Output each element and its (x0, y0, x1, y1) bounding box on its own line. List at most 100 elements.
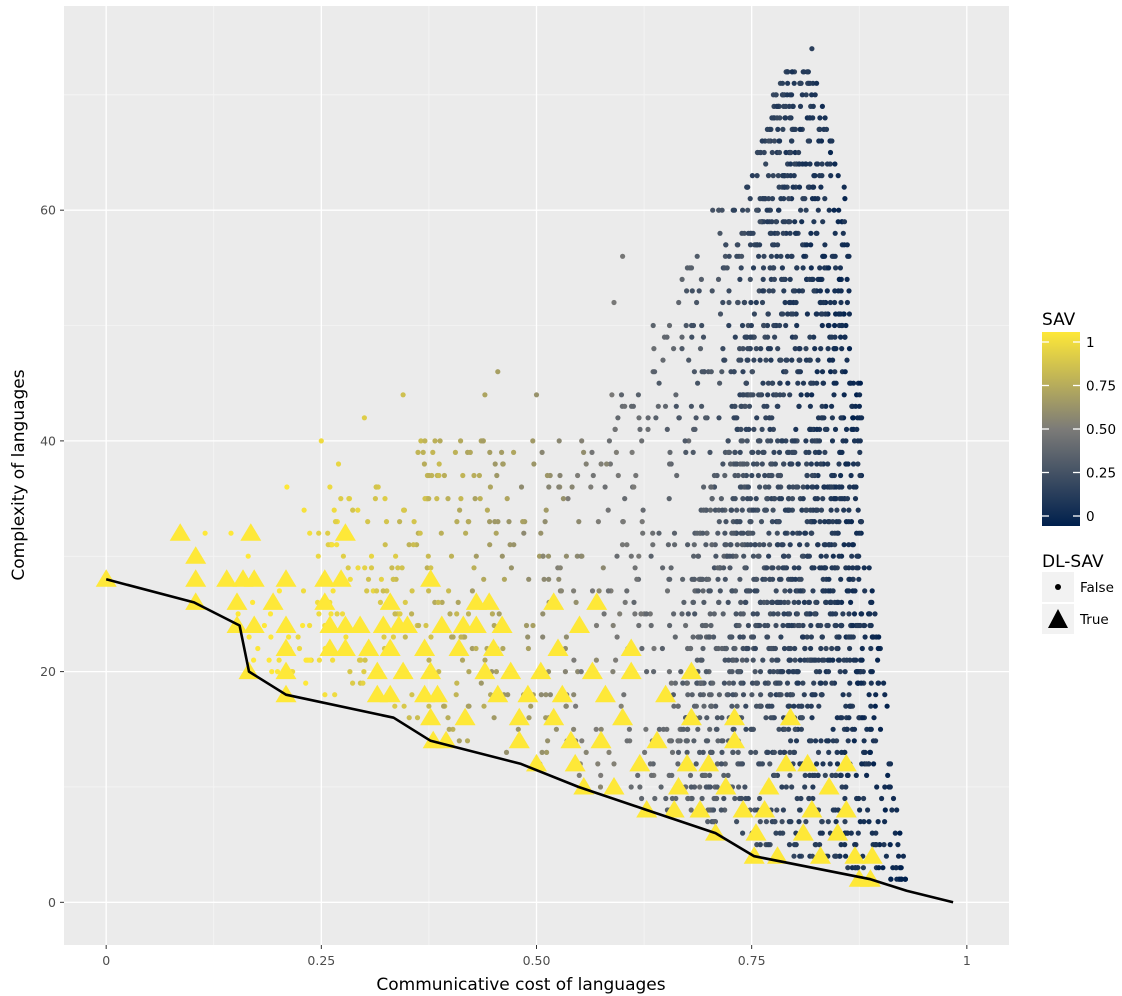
data-point-false (742, 784, 748, 790)
data-point-false (784, 680, 791, 686)
data-point-false (574, 553, 580, 559)
data-point-false (843, 784, 849, 790)
data-point-false (826, 576, 832, 582)
data-point-false (615, 415, 621, 421)
data-point-false (876, 634, 882, 640)
data-point-false (842, 334, 848, 340)
data-point-false (328, 611, 334, 617)
data-point-false (802, 530, 808, 536)
data-point-true (517, 684, 539, 703)
data-point-false (717, 230, 723, 236)
data-point-false (754, 173, 760, 179)
data-point-false (756, 253, 762, 259)
data-point-false (792, 645, 798, 652)
data-point-false (833, 772, 839, 779)
data-point-false (831, 392, 837, 398)
data-point-false (842, 749, 848, 756)
data-point-false (829, 334, 835, 340)
data-point-false (763, 715, 769, 721)
data-point-false (695, 726, 701, 732)
data-point-false (823, 599, 829, 606)
data-point-false (789, 461, 795, 467)
data-point-false (759, 299, 766, 306)
data-point-true (551, 684, 573, 703)
data-point-false (836, 311, 842, 317)
data-point-false (690, 449, 696, 455)
data-point-false (840, 611, 846, 617)
data-point-false (843, 438, 849, 444)
data-point-false (857, 819, 863, 825)
data-point-false (816, 138, 822, 144)
data-point-false (389, 565, 395, 571)
data-point-false (867, 611, 873, 617)
data-point-false (749, 449, 755, 455)
data-point-false (745, 645, 751, 652)
data-point-false (783, 149, 789, 156)
data-point-false (701, 703, 707, 709)
data-point-false (835, 219, 841, 225)
data-point-false (703, 415, 709, 421)
data-point-false (813, 599, 819, 606)
data-point-false (855, 565, 861, 571)
data-point-false (767, 576, 773, 582)
data-point-false (384, 588, 390, 594)
data-point-false (808, 738, 814, 744)
data-point-false (777, 749, 783, 756)
data-point-false (772, 645, 779, 652)
data-point-false (748, 322, 755, 329)
data-point-false (801, 253, 807, 259)
data-point-false (764, 126, 771, 132)
data-point-false (784, 92, 790, 98)
data-point-false (750, 553, 757, 559)
data-point-false (810, 692, 816, 698)
data-point-false (680, 576, 686, 582)
data-point-false (794, 322, 800, 329)
data-point-false (832, 565, 838, 571)
data-point-false (787, 276, 793, 282)
data-point-false (600, 565, 606, 571)
data-point-false (707, 449, 713, 455)
data-point-false (795, 680, 801, 686)
data-point-false (791, 126, 797, 132)
data-point-false (726, 657, 732, 663)
data-point-false (790, 530, 796, 536)
data-point-false (610, 622, 616, 629)
data-point-false (856, 795, 862, 802)
data-point-false (736, 784, 742, 790)
data-point-false (758, 692, 764, 698)
x-tick-label: 1 (963, 953, 971, 968)
data-point-false (421, 461, 427, 467)
data-point-false (848, 599, 854, 606)
data-point-false (791, 599, 797, 606)
data-point-false (859, 415, 865, 421)
data-point-false (841, 242, 847, 248)
data-point-false (526, 576, 532, 582)
data-point-false (786, 842, 793, 848)
data-point-false (719, 369, 725, 375)
data-point-false (730, 692, 736, 698)
data-point-false (484, 507, 490, 513)
data-point-false (673, 392, 679, 398)
data-point-false (685, 692, 691, 698)
data-point-false (779, 265, 786, 271)
data-point-false (383, 519, 390, 525)
data-point-false (633, 472, 639, 479)
data-point-false (684, 726, 690, 732)
data-point-false (740, 611, 746, 617)
data-point-false (747, 242, 754, 248)
data-point-false (866, 819, 872, 825)
data-point-false (869, 830, 875, 836)
data-point-false (843, 519, 850, 525)
data-point-false (775, 438, 781, 444)
data-point-false (560, 496, 567, 502)
data-point-false (819, 819, 825, 825)
data-point-false (713, 553, 719, 559)
data-point-false (565, 496, 571, 502)
data-point-false (777, 380, 783, 386)
data-point-false (778, 196, 784, 202)
data-point-false (410, 542, 416, 548)
data-point-false (460, 472, 466, 479)
data-point-false (450, 726, 456, 732)
data-point-false (697, 634, 703, 640)
